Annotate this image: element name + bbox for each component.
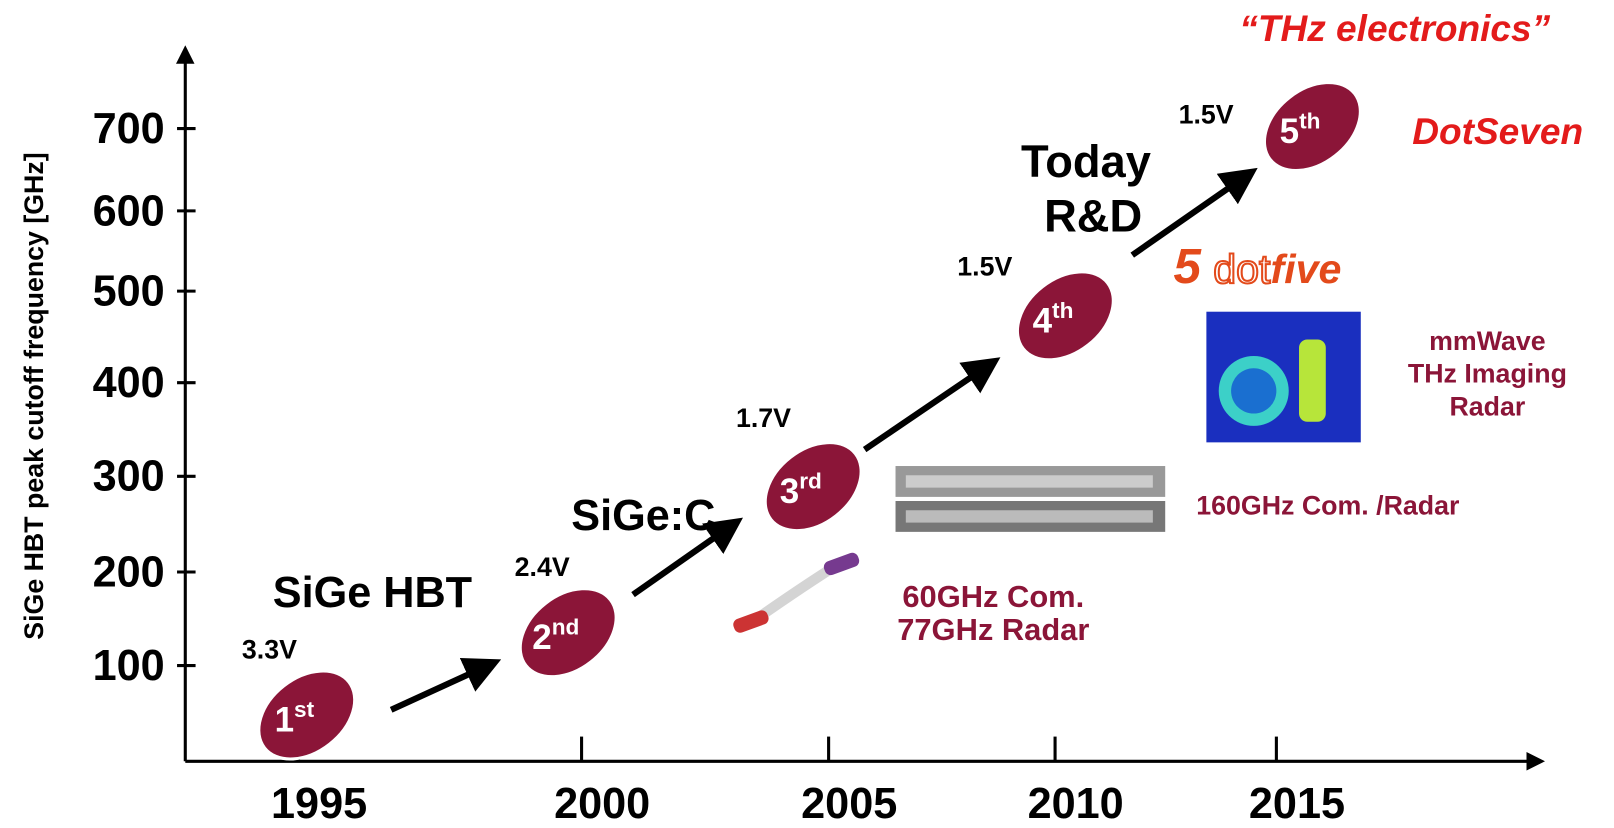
arrow xyxy=(631,517,744,598)
label: DotSeven xyxy=(1412,110,1583,152)
arrow xyxy=(389,658,502,713)
ordinal: 2 xyxy=(532,618,551,657)
logo-text: dot xyxy=(1213,246,1271,292)
x-tick-label: 1995 xyxy=(271,780,367,823)
ordinal-suffix: nd xyxy=(552,615,580,640)
x-tick-label: 2005 xyxy=(801,780,897,823)
y-axis-label: SiGe HBT peak cutoff frequency [GHz] xyxy=(19,152,49,639)
application-label: mmWave xyxy=(1429,326,1546,356)
application-label: THz Imaging xyxy=(1408,359,1567,389)
chip-image xyxy=(895,466,1166,532)
ordinal: 5 xyxy=(1280,112,1299,151)
generation-ellipse xyxy=(763,441,863,533)
application-label: 160GHz Com. /Radar xyxy=(1196,490,1459,520)
y-tick-label: 200 xyxy=(93,548,165,596)
label: “THz electronics” xyxy=(1239,7,1550,49)
generation-ellipse xyxy=(518,587,618,679)
ordinal-suffix: st xyxy=(294,697,315,722)
application-label: 77GHz Radar xyxy=(897,612,1089,647)
label: R&D xyxy=(1044,190,1142,241)
label: Today xyxy=(1021,136,1151,187)
generation-ellipse xyxy=(1015,270,1115,362)
application-label: Radar xyxy=(1449,392,1525,422)
y-tick-label: 100 xyxy=(93,642,165,690)
generation-label: 3rd xyxy=(780,469,822,511)
logo-emph: five xyxy=(1271,246,1342,292)
y-tick-label: 300 xyxy=(93,453,165,501)
x-tick-label: 2000 xyxy=(554,780,650,823)
generation-label: 4th xyxy=(1033,298,1074,340)
cars-image xyxy=(733,552,860,633)
generation-label: 1st xyxy=(275,697,315,739)
x-tick-label: 2015 xyxy=(1249,780,1345,823)
logo: 5 dotfive xyxy=(1173,239,1341,294)
arrow xyxy=(1130,167,1258,258)
y-tick-label: 600 xyxy=(93,187,165,235)
ordinal-suffix: rd xyxy=(799,469,822,494)
voltage: 3.3V xyxy=(242,634,297,664)
voltage: 1.7V xyxy=(736,403,791,433)
voltage: 1.5V xyxy=(957,252,1012,282)
ordinal: 1 xyxy=(275,700,294,739)
imaging-image xyxy=(1206,311,1361,443)
voltage: 2.4V xyxy=(515,552,570,582)
y-tick-label: 500 xyxy=(93,268,165,316)
label: SiGe HBT xyxy=(273,569,472,617)
generation-label: 5th xyxy=(1280,109,1321,151)
voltage: 1.5V xyxy=(1179,99,1234,129)
label: SiGe:C xyxy=(571,492,715,540)
ordinal-suffix: th xyxy=(1299,109,1320,134)
generation-ellipse xyxy=(1262,80,1362,173)
application-label: 60GHz Com. xyxy=(902,579,1084,614)
generation-ellipse xyxy=(257,669,357,761)
x-tick-label: 2010 xyxy=(1028,780,1124,823)
generation-label: 2nd xyxy=(532,615,579,657)
y-tick-label: 700 xyxy=(93,105,165,153)
arrow xyxy=(862,357,1001,453)
ordinal: 3 xyxy=(780,472,799,511)
ordinal-suffix: th xyxy=(1052,298,1073,323)
y-tick-label: 400 xyxy=(93,359,165,407)
ordinal: 4 xyxy=(1033,301,1053,340)
logo-mark: 5 xyxy=(1173,239,1202,294)
